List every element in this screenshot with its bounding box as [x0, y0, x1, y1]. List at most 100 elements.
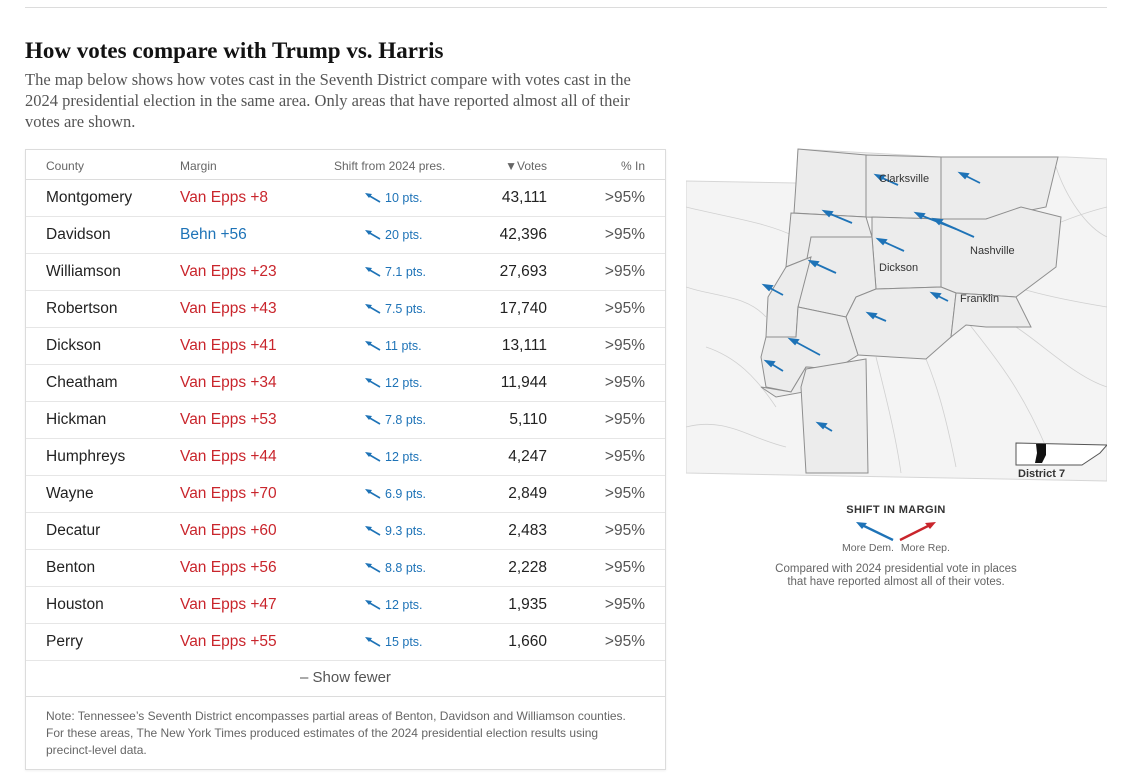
- arrow-head-decatur: [763, 359, 776, 368]
- shift-value: 7.5 pts.: [385, 302, 426, 316]
- arrow-head-humphreys: [761, 283, 774, 292]
- cell-shift: 7.8 pts.: [364, 413, 426, 427]
- table-row: Decatur Van Epps +60 9.3 pts. 2,483 >95%: [26, 513, 665, 550]
- arrow-head-davidson-1: [913, 211, 926, 220]
- shift-value: 12 pts.: [385, 376, 423, 390]
- cell-margin: Van Epps +47: [180, 596, 277, 613]
- cell-county: Decatur: [46, 522, 101, 539]
- cell-county: Cheatham: [46, 374, 118, 391]
- arrow-head-robertson: [957, 171, 970, 180]
- arrow-head-wayne: [815, 421, 828, 430]
- cell-county: Humphreys: [46, 448, 126, 465]
- shift-arrow-icon: [365, 230, 381, 240]
- cell-pct-in: >95%: [604, 485, 645, 502]
- legend-title: SHIFT IN MARGIN: [846, 504, 946, 516]
- cell-county: Montgomery: [46, 189, 133, 206]
- arrow-cheatham: [881, 240, 905, 252]
- cell-shift: 8.8 pts.: [364, 561, 426, 575]
- table-row: Robertson Van Epps +43 7.5 pts. 17,740 >95%: [26, 291, 665, 328]
- shift-arrow-icon: [365, 452, 381, 462]
- shift-arrows: [761, 171, 981, 432]
- label-nashville: Nashville: [970, 245, 1015, 257]
- table-row: Hickman Van Epps +53 7.8 pts. 5,110 >95%: [26, 402, 665, 439]
- cell-pct-in: >95%: [604, 300, 645, 317]
- table-header: County Margin Shift from 2024 pres. ▼Vot…: [26, 150, 665, 180]
- cell-pct-in: >95%: [604, 596, 645, 613]
- header-pct-in[interactable]: % In: [620, 159, 645, 173]
- legend-description: Compared with 2024 presidential vote in …: [775, 563, 1017, 588]
- shift-value: 9.3 pts.: [385, 524, 426, 538]
- shift-arrow-icon: [365, 193, 381, 203]
- shift-arrow-icon: [365, 489, 381, 499]
- cell-county: Robertson: [46, 300, 118, 317]
- arrow-head-houston: [821, 209, 834, 218]
- table-row: Dickson Van Epps +41 11 pts. 13,111 >95%: [26, 328, 665, 365]
- table-row: Davidson Behn +56 20 pts. 42,396 >95%: [26, 217, 665, 254]
- table-row: Montgomery Van Epps +8 10 pts. 43,111 >95%: [26, 180, 665, 217]
- inset-district-shape: [1035, 444, 1046, 463]
- arrow-head-hickman: [865, 311, 878, 320]
- shift-value: 7.1 pts.: [385, 265, 426, 279]
- city-labels: Clarksville Nashville Dickson Franklin: [879, 173, 1015, 305]
- cell-votes: 2,483: [508, 522, 547, 539]
- header-margin[interactable]: Margin: [180, 159, 217, 173]
- cell-votes: 27,693: [499, 263, 547, 280]
- cell-shift: 11 pts.: [364, 339, 422, 353]
- inset-label: District 7: [1018, 468, 1065, 480]
- cell-county: Hickman: [46, 411, 107, 428]
- cell-votes: 5,110: [509, 411, 547, 428]
- cell-pct-in: >95%: [604, 633, 645, 650]
- cell-votes: 1,935: [508, 596, 547, 613]
- section-heading: How votes compare with Trump vs. Harris: [25, 38, 444, 63]
- dem-arrow-icon: [861, 523, 894, 542]
- shift-value: 10 pts.: [385, 191, 423, 205]
- table-row: Wayne Van Epps +70 6.9 pts. 2,849 >95%: [26, 476, 665, 513]
- cell-shift: 7.1 pts.: [364, 265, 426, 279]
- arrow-head-williamson: [929, 291, 942, 300]
- shift-value: 11 pts.: [385, 339, 422, 353]
- district-counties: [760, 148, 1062, 474]
- legend-arrows: [766, 520, 1026, 542]
- table-row: Cheatham Van Epps +34 12 pts. 11,944 >95%: [26, 365, 665, 402]
- shift-value: 15 pts.: [385, 635, 423, 649]
- show-fewer-button[interactable]: – Show fewer: [26, 660, 665, 697]
- cell-shift: 15 pts.: [364, 635, 423, 649]
- header-votes[interactable]: ▼Votes: [505, 159, 547, 173]
- county-cheatham: [871, 216, 942, 290]
- shift-arrow-icon: [365, 341, 381, 351]
- cell-pct-in: >95%: [604, 522, 645, 539]
- cell-votes: 4,247: [508, 448, 547, 465]
- table-note: Note: Tennessee’s Seventh District encom…: [46, 709, 626, 757]
- arrow-head-davidson-2: [931, 217, 944, 226]
- cell-margin: Van Epps +55: [180, 633, 277, 650]
- arrow-perry: [793, 340, 821, 356]
- shift-arrow-icon: [365, 415, 381, 425]
- shift-arrow-icon: [365, 267, 381, 277]
- cell-shift: 12 pts.: [364, 598, 423, 612]
- county-wayne: [800, 358, 869, 474]
- cell-shift: 12 pts.: [364, 376, 423, 390]
- header-shift[interactable]: Shift from 2024 pres.: [334, 159, 446, 173]
- shift-arrow-icon: [365, 563, 381, 573]
- shift-value: 8.8 pts.: [385, 561, 426, 575]
- shift-value: 20 pts.: [385, 228, 423, 242]
- intro-text: The map below shows how votes cast in th…: [25, 70, 631, 131]
- cell-shift: 7.5 pts.: [364, 302, 426, 316]
- cell-pct-in: >95%: [604, 263, 645, 280]
- cell-pct-in: >95%: [604, 337, 645, 354]
- cell-margin: Van Epps +60: [180, 522, 277, 539]
- cell-margin: Van Epps +53: [180, 411, 277, 428]
- results-table: County Margin Shift from 2024 pres. ▼Vot…: [25, 149, 666, 770]
- cell-shift: 20 pts.: [364, 228, 423, 242]
- arrow-head-perry: [787, 337, 800, 346]
- cell-shift: 6.9 pts.: [364, 487, 426, 501]
- cell-county: Houston: [46, 596, 104, 613]
- cell-pct-in: >95%: [604, 374, 645, 391]
- cell-margin: Van Epps +70: [180, 485, 277, 502]
- cell-votes: 13,111: [501, 337, 547, 354]
- cell-pct-in: >95%: [604, 411, 645, 428]
- district-map: Clarksville Nashville Dickson Franklin D…: [685, 147, 1109, 483]
- header-county[interactable]: County: [46, 159, 85, 173]
- label-franklin: Franklin: [960, 293, 999, 305]
- rep-arrow-icon: [899, 523, 931, 542]
